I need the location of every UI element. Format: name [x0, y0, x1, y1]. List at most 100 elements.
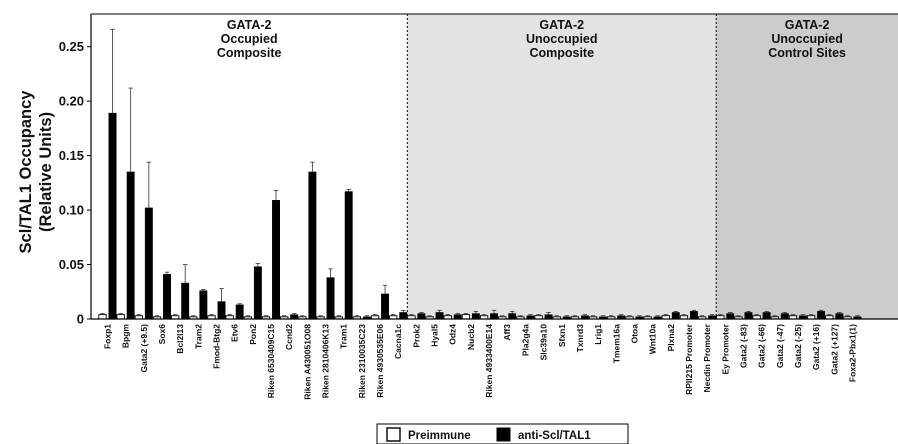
anti-scl-tal1-error-bar-hyal5: [437, 309, 442, 313]
preimmune-error-bar-riken-2310035c23: [354, 315, 360, 317]
preimmune-error-bar-tram2: [191, 315, 196, 317]
preimmune-error-bar-ccnd2: [282, 315, 287, 317]
preimmune-error-bar-tmem16a: [609, 315, 614, 317]
axes: [90, 13, 898, 320]
preimmune-error-bar-foxa2-pbx1-1: [845, 315, 850, 317]
preimmune-error-bar-wnt10a: [645, 315, 650, 317]
anti-scl-tal1-bar-fmod-btg2: [217, 301, 226, 320]
region-background-1: [407, 14, 717, 319]
x-label-txnrd3: Txnrd3: [575, 324, 585, 353]
anti-scl-tal1-bar-bpgm: [126, 171, 135, 320]
anti-scl-tal1-bar-riken-4933400e14: [490, 313, 499, 320]
y-tick-label-4: 0.20: [59, 94, 84, 109]
preimmune-error-bar-tram1: [336, 315, 341, 317]
x-label-foxp1: Foxp1: [103, 324, 113, 349]
y-tick-label-1: 0.05: [59, 257, 84, 272]
x-label-gata2-66: Gata2 (-66): [757, 324, 767, 368]
x-label-sox6: Sox6: [157, 324, 167, 345]
anti-scl-tal1-bar-riken-2810406k13: [326, 277, 335, 320]
preimmune-error-bar-aff3: [500, 315, 505, 317]
anti-scl-tal1-bar-gata2-16: [817, 311, 826, 320]
anti-scl-tal1-bar-riken-4930535e06: [381, 293, 390, 320]
anti-scl-tal1-bar-gata2-127: [835, 313, 844, 320]
y-tick-label-0: 0: [77, 312, 84, 327]
x-label-foxa2-pbx1-1: Foxa2-Pbx1(1): [847, 324, 857, 382]
anti-scl-tal1-error-bar-aff3: [510, 310, 515, 314]
anti-scl-tal1-error-bar-riken-2810406k13: [328, 268, 333, 278]
anti-scl-tal1-error-bar-riken-4930535e06: [382, 284, 388, 294]
x-label-aff3: Aff3: [502, 324, 512, 341]
x-label-bpgm: Bpgm: [121, 324, 131, 349]
y-tick-label-2: 0.10: [59, 203, 84, 218]
preimmune-error-bar-pon2: [245, 315, 251, 317]
x-label-ey-promoter: Ey Promoter: [720, 323, 730, 374]
anti-scl-tal1-error-bar-foxp1: [110, 28, 115, 114]
anti-scl-tal1-error-bar-rpii215-promoter: [691, 309, 697, 312]
x-label-nucb2: Nucb2: [466, 324, 476, 350]
anti-scl-tal1-bar-slc39a10: [544, 314, 553, 320]
preimmune-error-bar-odz4: [445, 314, 450, 316]
anti-scl-tal1-error-bar-tram1: [346, 188, 351, 192]
x-label-gata2-25: Gata2 (-25): [793, 324, 803, 368]
y-axis-label-line-1: Scl/TAL1 Occupancy: [17, 90, 35, 254]
region-dividers: [406, 14, 717, 319]
anti-scl-tal1-bar-pon2: [253, 266, 262, 320]
anti-scl-tal1-error-bar-gata2-127: [837, 312, 842, 314]
anti-scl-tal1-bar-riken-6530409c15: [272, 200, 280, 320]
anti-scl-tal1-bar-odz4: [453, 314, 462, 320]
x-label-riken-6530409c15: Riken 6530409C15: [266, 324, 276, 398]
region-background-2: [716, 14, 898, 319]
anti-scl-tal1-error-bar-riken-2310035c23: [364, 315, 370, 317]
preimmune-error-bar-necdin-promoter: [699, 315, 705, 317]
preimmune-bar-foxp1: [98, 314, 107, 320]
anti-scl-tal1-error-bar-etv6: [237, 303, 242, 305]
x-label-wnt10a: Wnt10a: [648, 324, 658, 355]
region-label-0-line-2: Composite: [217, 46, 282, 60]
preimmune-error-bar-prok2: [409, 314, 414, 316]
x-label-riken-4930535e06: Riken 4930535E06: [375, 324, 385, 398]
region-label-2-line-1: Unoccupied: [771, 32, 843, 46]
x-label-tram2: Tram2: [193, 324, 203, 349]
y-tick-label-5: 0.25: [59, 39, 84, 54]
x-label-gata2-16: Gata2 (+16): [811, 324, 821, 370]
region-label-2-line-0: GATA-2: [785, 18, 830, 32]
legend-swatch-anti-scl-tal1: [496, 427, 511, 442]
region-label-1-line-0: GATA-2: [539, 18, 584, 32]
x-label-lrig1: Lrig1: [593, 324, 603, 345]
anti-scl-tal1-bar-etv6: [235, 304, 244, 320]
anti-scl-tal1-error-bar-plxna2: [673, 310, 678, 313]
x-category-labels: Foxp1 Bpgm Gata2 (+9.5) Sox6 Bcl2l13 Tram2 Fmo…: [103, 323, 858, 399]
anti-scl-tal1-error-bar-gata2-47: [782, 312, 787, 314]
anti-scl-tal1-error-bar-tram2: [201, 289, 206, 291]
preimmune-error-bar-rpii215-promoter: [681, 314, 687, 316]
anti-scl-tal1-error-bar-gata2-25: [800, 314, 806, 316]
anti-scl-tal1-bar-nucb2: [471, 313, 480, 320]
preimmune-error-bar-riken-a430051o08: [300, 315, 305, 317]
anti-scl-tal1-bar-bcl2l13: [181, 282, 190, 320]
anti-scl-tal1-error-bar-gata2-83: [746, 310, 751, 313]
anti-scl-tal1-bar-riken-a430051o08: [308, 171, 317, 320]
region-label-0-line-0: GATA-2: [227, 18, 272, 32]
preimmune-error-bar-gata2-47: [772, 315, 777, 317]
anti-scl-tal1-error-bar-necdin-promoter: [709, 314, 715, 316]
x-label-fmod-btg2: Fmod-Btg2: [212, 324, 222, 369]
x-label-riken-4933400e14: Riken 4933400E14: [484, 324, 494, 398]
anti-scl-tal1-error-bar-tmem16a: [619, 314, 624, 316]
x-label-gata2-83: Gata2 (-83): [738, 324, 748, 368]
legend-swatch-preimmune: [386, 427, 401, 442]
preimmune-error-bar-sfxn1: [554, 315, 559, 317]
anti-scl-tal1-error-bar-pla2g4a: [528, 314, 533, 316]
region-label-0-line-1: Occupied: [221, 32, 278, 46]
x-label-gata2-9-5: Gata2 (+9.5): [139, 324, 149, 373]
anti-scl-tal1-bar-tram2: [199, 290, 208, 320]
anti-scl-tal1-error-bar-gata2-9-5: [146, 161, 152, 208]
preimmune-error-bar-bcl2l13: [172, 314, 178, 316]
x-label-odz4: Odz4: [448, 324, 458, 345]
x-label-necdin-promoter: Necdin Promoter: [702, 323, 712, 392]
x-label-hyal5: Hyal5: [430, 324, 440, 347]
anti-scl-tal1-error-bar-bcl2l13: [182, 264, 188, 284]
preimmune-error-bar-otoa: [627, 315, 632, 317]
preimmune-error-bar-riken-2810406k13: [318, 315, 323, 317]
anti-scl-tal1-bar-gata2-66: [762, 312, 771, 320]
